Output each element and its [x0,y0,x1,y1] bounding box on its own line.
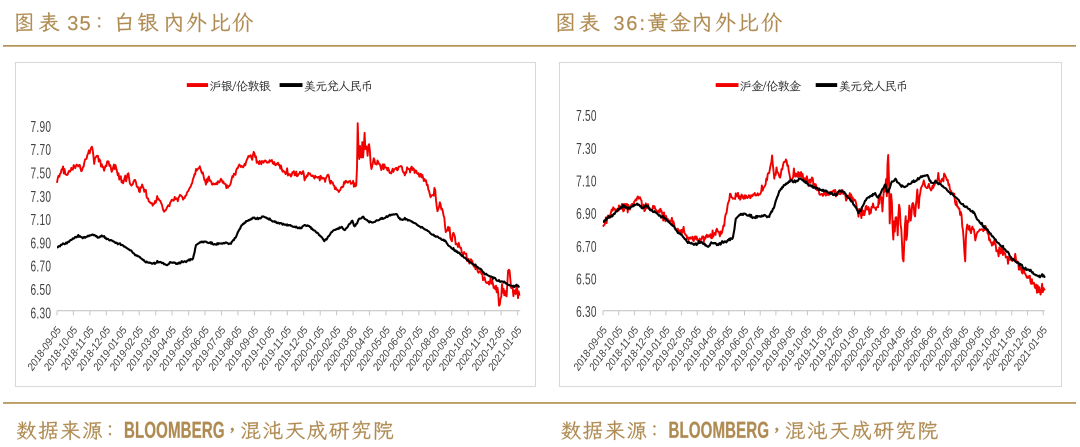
svg-text:7.50: 7.50 [31,164,52,182]
svg-text:6.70: 6.70 [576,238,597,256]
svg-text:7.10: 7.10 [31,211,52,229]
svg-text:6.50: 6.50 [31,281,52,299]
svg-text:6.30: 6.30 [576,303,597,321]
svg-text:6.90: 6.90 [31,234,52,252]
svg-text:7.50: 7.50 [576,107,597,125]
svg-text:7.90: 7.90 [31,118,52,136]
svg-text:6.70: 6.70 [31,257,52,275]
svg-text:7.30: 7.30 [576,140,597,158]
svg-text:6.50: 6.50 [576,270,597,288]
svg-text:6.30: 6.30 [31,304,52,322]
svg-text:6.90: 6.90 [576,205,597,223]
svg-text:7.30: 7.30 [31,188,52,206]
svg-text:7.10: 7.10 [576,172,597,190]
svg-text:7.70: 7.70 [31,141,52,159]
